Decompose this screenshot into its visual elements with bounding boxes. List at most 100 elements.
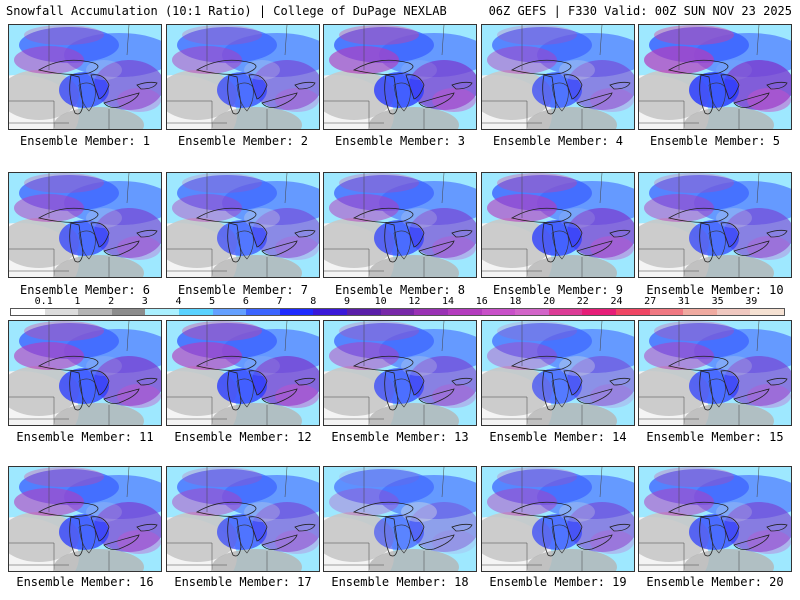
colorbar-swatch bbox=[347, 309, 381, 315]
colorbar-tick: 4 bbox=[175, 296, 182, 307]
member-label: Ensemble Member: 9 bbox=[492, 283, 624, 297]
colorbar-swatch bbox=[750, 309, 785, 315]
colorbar-swatch bbox=[279, 309, 314, 315]
snowfall-field bbox=[482, 467, 634, 571]
colorbar-swatch bbox=[11, 309, 45, 315]
colorbar-swatch bbox=[246, 309, 280, 315]
colorbar-tick: 31 bbox=[677, 296, 690, 307]
colorbar-swatch bbox=[111, 309, 146, 315]
member-map bbox=[481, 172, 635, 278]
colorbar bbox=[10, 308, 785, 316]
member-map bbox=[166, 172, 320, 278]
colorbar-swatch bbox=[649, 309, 684, 315]
member-map bbox=[638, 172, 792, 278]
colorbar-swatch bbox=[582, 309, 616, 315]
colorbar-tick: 0.1 bbox=[34, 296, 53, 307]
member-map bbox=[8, 24, 162, 130]
snowfall-field bbox=[9, 321, 161, 425]
colorbar-ticks: 0.1 1 2 3 4 5 6 7 8 9 10 12 14 16 18 20 22 24 27 31 35 39 bbox=[10, 296, 785, 308]
colorbar-tick: 35 bbox=[711, 296, 724, 307]
snowfall-field bbox=[324, 25, 476, 129]
colorbar-tick: 6 bbox=[242, 296, 249, 307]
colorbar-swatch bbox=[548, 309, 583, 315]
member-map bbox=[323, 466, 477, 572]
member-label: Ensemble Member: 18 bbox=[331, 575, 469, 589]
colorbar-swatch bbox=[179, 309, 213, 315]
member-label: Ensemble Member: 3 bbox=[334, 134, 466, 148]
colorbar-swatch bbox=[380, 309, 415, 315]
member-map bbox=[323, 24, 477, 130]
snowfall-field bbox=[324, 321, 476, 425]
snowfall-field bbox=[167, 173, 319, 277]
snowfall-field bbox=[482, 173, 634, 277]
member-label: Ensemble Member: 10 bbox=[646, 283, 784, 297]
member-label: Ensemble Member: 11 bbox=[16, 430, 154, 444]
colorbar-swatch bbox=[313, 309, 348, 315]
member-map bbox=[481, 466, 635, 572]
colorbar-tick: 2 bbox=[108, 296, 115, 307]
colorbar-swatch bbox=[44, 309, 79, 315]
colorbar-tick: 7 bbox=[276, 296, 283, 307]
colorbar-tick: 3 bbox=[141, 296, 148, 307]
snowfall-field bbox=[9, 173, 161, 277]
colorbar-tick: 16 bbox=[475, 296, 488, 307]
colorbar-swatch bbox=[145, 309, 180, 315]
colorbar-tick: 10 bbox=[374, 296, 387, 307]
snowfall-field bbox=[167, 25, 319, 129]
member-label: Ensemble Member: 7 bbox=[177, 283, 309, 297]
colorbar-swatch bbox=[481, 309, 516, 315]
member-map bbox=[638, 320, 792, 426]
member-label: Ensemble Member: 6 bbox=[19, 283, 151, 297]
snowfall-field bbox=[639, 173, 791, 277]
member-map bbox=[481, 24, 635, 130]
member-map bbox=[8, 172, 162, 278]
colorbar-swatch bbox=[515, 309, 549, 315]
member-label: Ensemble Member: 17 bbox=[174, 575, 312, 589]
colorbar-tick: 27 bbox=[644, 296, 657, 307]
colorbar-tick: 12 bbox=[408, 296, 421, 307]
member-map bbox=[8, 320, 162, 426]
member-map bbox=[166, 320, 320, 426]
colorbar-swatch bbox=[447, 309, 482, 315]
colorbar-tick: 9 bbox=[343, 296, 350, 307]
member-map bbox=[481, 320, 635, 426]
snowfall-field bbox=[482, 321, 634, 425]
member-label: Ensemble Member: 20 bbox=[646, 575, 784, 589]
colorbar-tick: 24 bbox=[610, 296, 623, 307]
member-map bbox=[323, 172, 477, 278]
colorbar-swatch bbox=[212, 309, 247, 315]
member-map bbox=[638, 24, 792, 130]
member-label: Ensemble Member: 13 bbox=[331, 430, 469, 444]
member-label: Ensemble Member: 16 bbox=[16, 575, 154, 589]
colorbar-tick: 8 bbox=[310, 296, 317, 307]
member-label: Ensemble Member: 5 bbox=[649, 134, 781, 148]
snowfall-field bbox=[324, 467, 476, 571]
snowfall-field bbox=[9, 25, 161, 129]
colorbar-tick: 1 bbox=[74, 296, 81, 307]
member-label: Ensemble Member: 2 bbox=[177, 134, 309, 148]
snowfall-field bbox=[639, 25, 791, 129]
colorbar-swatch bbox=[78, 309, 112, 315]
colorbar-tick: 39 bbox=[745, 296, 758, 307]
member-map bbox=[323, 320, 477, 426]
snowfall-field bbox=[324, 173, 476, 277]
snowfall-field bbox=[167, 321, 319, 425]
member-map bbox=[166, 466, 320, 572]
member-label: Ensemble Member: 1 bbox=[19, 134, 151, 148]
member-label: Ensemble Member: 19 bbox=[489, 575, 627, 589]
snowfall-field bbox=[167, 467, 319, 571]
member-label: Ensemble Member: 8 bbox=[334, 283, 466, 297]
snowfall-field bbox=[639, 467, 791, 571]
colorbar-swatch bbox=[683, 309, 717, 315]
colorbar-tick: 14 bbox=[442, 296, 455, 307]
colorbar-swatch bbox=[414, 309, 448, 315]
member-label: Ensemble Member: 15 bbox=[646, 430, 784, 444]
run-info: 06Z GEFS | F330 Valid: 00Z SUN NOV 23 20… bbox=[488, 4, 792, 18]
colorbar-swatch bbox=[615, 309, 650, 315]
member-map bbox=[8, 466, 162, 572]
snowfall-field bbox=[9, 467, 161, 571]
colorbar-swatch bbox=[716, 309, 751, 315]
colorbar-tick: 18 bbox=[509, 296, 522, 307]
colorbar-tick: 20 bbox=[543, 296, 556, 307]
member-map bbox=[166, 24, 320, 130]
